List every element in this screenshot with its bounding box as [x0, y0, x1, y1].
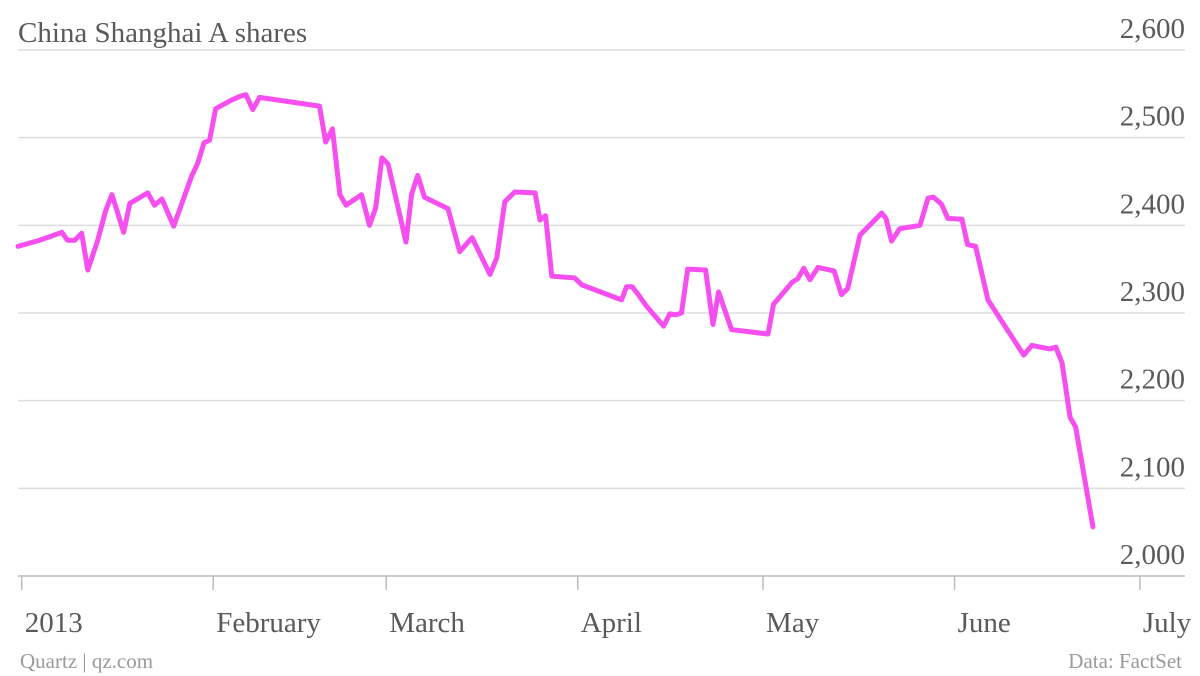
- x-tick-label: May: [766, 607, 820, 639]
- y-tick-label: 2,100: [1120, 451, 1185, 483]
- y-tick-label: 2,600: [1120, 13, 1185, 45]
- x-tick-label: March: [389, 607, 465, 639]
- chart-title: China Shanghai A shares: [18, 17, 307, 49]
- y-tick-label: 2,300: [1120, 276, 1185, 308]
- x-tick-label: April: [581, 607, 642, 639]
- y-tick-label: 2,400: [1120, 188, 1185, 220]
- x-tick-label: February: [216, 607, 321, 639]
- y-tick-label: 2,200: [1120, 364, 1185, 396]
- credit: Quartz | qz.com: [20, 649, 153, 673]
- y-tick-label: 2,000: [1120, 539, 1185, 571]
- source: Data: FactSet: [1068, 649, 1182, 673]
- x-tick-label: June: [958, 607, 1011, 639]
- x-tick-label: 2013: [25, 607, 83, 639]
- line-series: [15, 92, 1096, 530]
- x-tick-label: July: [1143, 607, 1192, 639]
- y-tick-label: 2,500: [1120, 101, 1185, 133]
